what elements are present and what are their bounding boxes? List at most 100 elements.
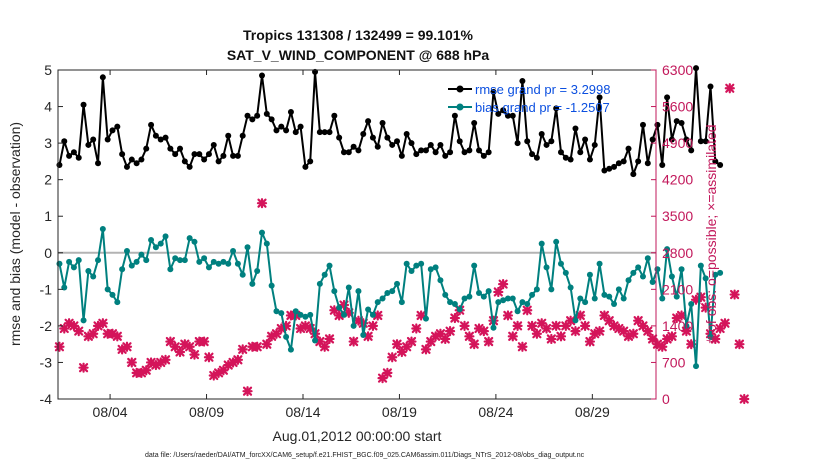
rmse-point	[678, 120, 685, 127]
bias-point	[398, 299, 405, 306]
bias-point	[678, 266, 685, 273]
obs-point	[580, 320, 591, 331]
rmse-point	[673, 118, 680, 125]
bias-point	[205, 264, 212, 271]
rmse-point	[557, 149, 564, 156]
bias-point	[586, 271, 593, 278]
obs-point	[517, 341, 528, 352]
rmse-point	[138, 156, 145, 163]
rmse-point	[596, 94, 603, 101]
bias-series	[56, 226, 724, 370]
rmse-point	[66, 152, 73, 159]
rmse-point	[572, 125, 579, 132]
rmse-point	[688, 147, 695, 154]
obs-point	[165, 336, 176, 347]
bias-point	[350, 322, 357, 329]
bias-point	[148, 236, 155, 243]
bias-point	[365, 306, 372, 313]
y-tick-label-left: 3	[44, 135, 52, 151]
rmse-point	[75, 154, 82, 161]
obs-point	[522, 305, 533, 316]
obs-point	[88, 328, 99, 339]
bias-point	[620, 295, 627, 302]
bias-point	[167, 266, 174, 273]
x-tick-label: 08/14	[285, 404, 320, 420]
rmse-point	[635, 158, 642, 165]
rmse-point	[659, 162, 666, 169]
bias-point	[707, 333, 714, 340]
bias-point	[302, 313, 309, 320]
bias-point	[201, 255, 208, 262]
rmse-point	[461, 149, 468, 156]
bias-point	[529, 291, 536, 298]
rmse-point	[225, 132, 232, 139]
rmse-point	[548, 138, 555, 145]
rmse-point	[649, 136, 656, 143]
bias-point	[533, 286, 540, 293]
rmse-point	[230, 152, 237, 159]
obs-point	[459, 320, 470, 331]
obs-point	[449, 312, 460, 324]
rmse-point	[509, 112, 516, 119]
bias-point	[524, 300, 531, 307]
obs-point	[189, 349, 200, 360]
rmse-point	[702, 138, 709, 145]
bias-point	[326, 262, 333, 269]
x-tick-label: 08/04	[93, 404, 128, 420]
obs-point	[261, 339, 272, 350]
rmse-point	[297, 123, 304, 130]
bias-point	[331, 288, 338, 295]
rmse-point	[422, 147, 429, 154]
rmse-point	[128, 156, 135, 163]
rmse-point	[586, 156, 593, 163]
rmse-point	[109, 127, 116, 134]
rmse-point	[365, 118, 372, 125]
rmse-point	[668, 136, 675, 143]
bias-point	[128, 262, 135, 269]
rmse-point	[451, 112, 458, 119]
rmse-point	[85, 141, 92, 148]
rmse-point	[553, 105, 560, 112]
bias-point	[360, 332, 367, 339]
rmse-point	[186, 163, 193, 170]
bias-point	[408, 268, 415, 275]
rmse-point	[693, 65, 700, 72]
rmse-point	[384, 134, 391, 141]
rmse-point	[95, 160, 102, 167]
rmse-point	[432, 149, 439, 156]
bias-point	[152, 244, 159, 251]
bias-point	[249, 280, 256, 287]
bias-point	[471, 262, 478, 269]
obs-point	[734, 339, 745, 350]
bias-point	[615, 286, 622, 293]
rmse-point	[606, 165, 613, 172]
rmse-point	[104, 136, 111, 143]
obs-point	[483, 336, 494, 347]
obs-point	[739, 393, 750, 405]
rmse-point	[577, 149, 584, 156]
rmse-point	[172, 151, 179, 158]
bias-point	[413, 262, 420, 269]
bias-point	[673, 293, 680, 300]
rmse-point	[442, 152, 449, 159]
obs-point	[160, 354, 171, 365]
bias-point	[504, 295, 511, 302]
bias-point	[557, 260, 564, 267]
bias-point	[437, 277, 444, 284]
obs-point	[391, 339, 403, 350]
bias-point	[601, 291, 608, 298]
rmse-point	[533, 154, 540, 161]
bias-point	[403, 260, 410, 267]
obs-point	[199, 336, 210, 347]
obs-point	[502, 310, 514, 321]
rmse-point	[644, 160, 651, 167]
bias-point	[591, 295, 598, 302]
bias-point	[456, 306, 463, 313]
bias-point	[562, 269, 569, 276]
bias-point	[316, 280, 323, 287]
bias-point	[432, 264, 439, 271]
rmse-point	[90, 136, 97, 143]
rmse-point	[99, 74, 106, 81]
bias-point	[461, 295, 468, 302]
rmse-point	[263, 110, 270, 117]
